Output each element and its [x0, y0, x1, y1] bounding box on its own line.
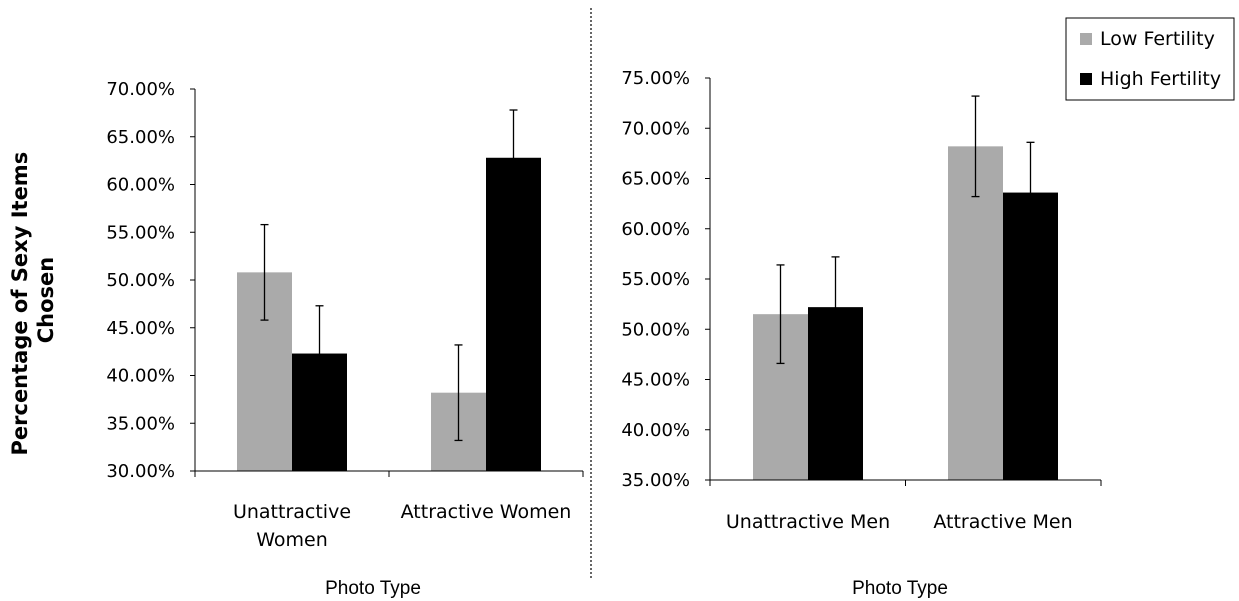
right-y-tick-label-8: 75.00% [621, 68, 690, 89]
right-y-tick-label-3: 50.00% [621, 319, 690, 340]
left-y-tick-label-3: 45.00% [106, 318, 175, 339]
left-bar-high-fertility-2 [486, 157, 541, 471]
right-y-tick-label-0: 35.00% [621, 470, 690, 491]
legend-label-low-fertility: Low Fertility [1100, 28, 1215, 50]
right-y-tick-label-4: 55.00% [621, 269, 690, 290]
left-y-tick-label-2: 40.00% [106, 366, 175, 387]
right-y-tick-label-2: 45.00% [621, 370, 690, 391]
y-axis-title-line-1: Percentage of Sexy Items [8, 152, 32, 456]
right-bar-low-fertility-2 [948, 146, 1003, 480]
left-category-label-2: Attractive Women [401, 501, 572, 523]
left-y-tick-label-6: 60.00% [106, 175, 175, 196]
legend-swatch-low-fertility [1080, 33, 1092, 45]
left-y-tick-label-4: 50.00% [106, 270, 175, 291]
right-category-label-1-line-1: Unattractive Men [726, 511, 890, 533]
right-y-tick-label-6: 65.00% [621, 169, 690, 190]
left-y-tick-label-8: 70.00% [106, 79, 175, 100]
right-y-tick-label-1: 40.00% [621, 420, 690, 441]
left-y-tick-label-1: 35.00% [106, 413, 175, 434]
y-axis-title-line-2: Chosen [34, 257, 58, 343]
left-category-label-2-line-1: Attractive Women [401, 501, 572, 523]
right-chart: 35.00% 40.00% 45.00% 50.00% 55.00% 60.00% 65.0… [621, 68, 1102, 599]
left-y-tick-label-5: 55.00% [106, 222, 175, 243]
left-category-label-1-line-2: Women [256, 529, 328, 551]
right-category-label-1: Unattractive Men [726, 511, 890, 533]
legend-swatch-high-fertility [1080, 73, 1092, 85]
legend-label-high-fertility: High Fertility [1100, 68, 1221, 90]
left-x-axis-title: Photo Type [325, 578, 421, 599]
left-y-tick-label-7: 65.00% [106, 127, 175, 148]
left-y-axis-title: Percentage of Sexy Items Chosen [8, 144, 58, 455]
right-x-axis-title: Photo Type [852, 578, 948, 599]
right-category-label-2: Attractive Men [933, 511, 1072, 533]
right-y-tick-label-7: 70.00% [621, 118, 690, 139]
right-y-tick-label-5: 60.00% [621, 219, 690, 240]
left-category-label-1: Unattractive Women [233, 501, 351, 551]
left-category-label-1-line-1: Unattractive [233, 501, 351, 523]
right-category-label-2-line-1: Attractive Men [933, 511, 1072, 533]
legend: Low Fertility High Fertility [1065, 17, 1235, 101]
left-y-tick-label-0: 30.00% [106, 461, 175, 482]
legend-frame [1065, 17, 1235, 101]
left-chart: Percentage of Sexy Items Chosen 30.00% 35… [8, 79, 584, 599]
